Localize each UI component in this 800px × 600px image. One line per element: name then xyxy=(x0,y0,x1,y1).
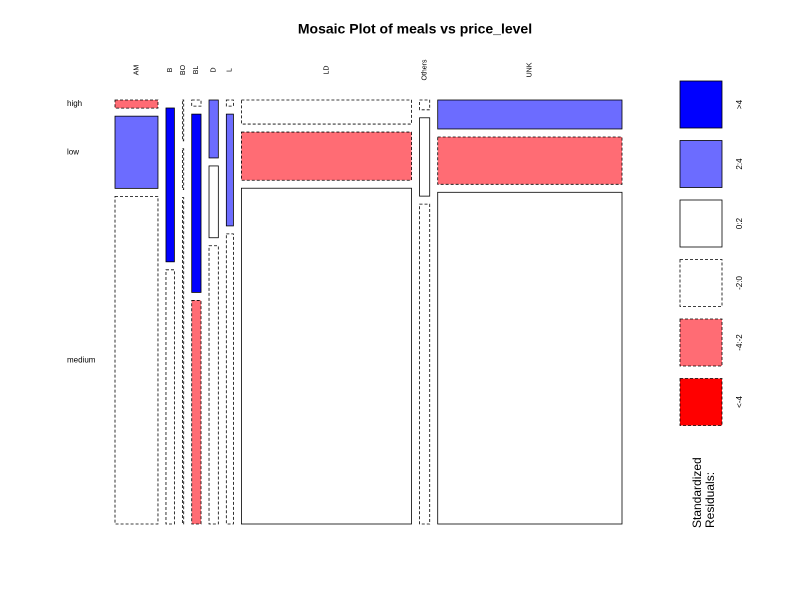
tile xyxy=(114,99,159,109)
tile xyxy=(114,195,159,525)
column-label: D xyxy=(211,67,218,72)
tile xyxy=(191,99,202,107)
tile xyxy=(225,113,234,227)
chart-title: Mosaic Plot of meals vs price_level xyxy=(298,21,532,37)
tile xyxy=(437,191,623,525)
tile xyxy=(114,115,159,189)
column-label: Others xyxy=(421,59,428,81)
tile xyxy=(208,165,219,239)
legend-label: -4:-2 xyxy=(735,334,744,351)
tile xyxy=(419,99,431,111)
row-label: medium xyxy=(67,355,96,364)
legend-label: 0:2 xyxy=(735,217,744,229)
tile xyxy=(241,187,412,525)
tile xyxy=(241,131,412,181)
legend-swatch xyxy=(679,140,723,188)
legend-label: >4 xyxy=(735,99,744,109)
column-label: L xyxy=(227,68,234,72)
tile xyxy=(437,136,623,185)
tile xyxy=(437,99,623,130)
row-label: low xyxy=(67,147,79,156)
tile xyxy=(181,99,185,142)
row-label: high xyxy=(67,99,82,108)
tile xyxy=(419,203,431,525)
column-label: BL xyxy=(193,66,200,75)
tile xyxy=(165,269,175,525)
tile xyxy=(225,99,234,107)
tile xyxy=(225,233,234,525)
column-label: UNK xyxy=(527,62,534,77)
tile xyxy=(208,99,219,159)
tile xyxy=(181,148,185,191)
tile xyxy=(181,197,185,525)
column-label: B xyxy=(167,67,174,72)
legend-label: -2:0 xyxy=(735,276,744,290)
tile xyxy=(208,245,219,525)
tile xyxy=(191,113,202,293)
legend-swatch xyxy=(679,199,723,248)
legend-swatch xyxy=(679,318,723,367)
legend-label: 2:4 xyxy=(735,158,744,170)
legend-title: Standardized xyxy=(690,457,704,528)
column-label: AM xyxy=(133,65,140,76)
tile xyxy=(241,99,412,125)
legend-swatch xyxy=(679,378,723,426)
tile xyxy=(419,117,431,197)
legend-label: <-4 xyxy=(735,396,744,408)
legend-swatch xyxy=(679,259,723,307)
column-label: LD xyxy=(323,66,330,75)
tile xyxy=(191,300,202,525)
legend-swatch xyxy=(679,80,723,129)
legend-title: Residuals: xyxy=(703,472,717,528)
tile xyxy=(165,107,175,263)
column-label: BO xyxy=(180,64,187,75)
